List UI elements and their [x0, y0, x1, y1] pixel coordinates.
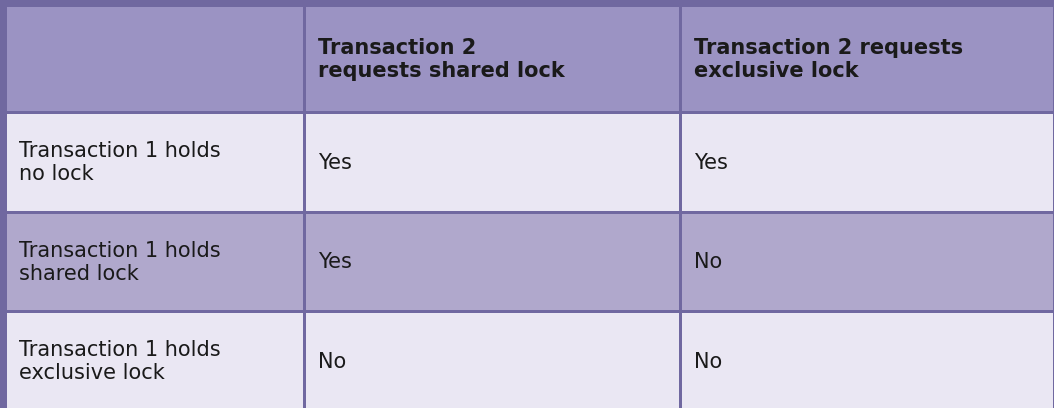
Bar: [7, 114, 304, 211]
Bar: [682, 114, 1053, 211]
Text: Transaction 2 requests
exclusive lock: Transaction 2 requests exclusive lock: [694, 38, 963, 81]
Bar: [7, 7, 304, 111]
Text: Yes: Yes: [318, 252, 352, 272]
Bar: [682, 214, 1053, 310]
Bar: [307, 114, 679, 211]
Bar: [7, 313, 304, 408]
Text: No: No: [694, 352, 722, 372]
Bar: [307, 7, 679, 111]
Text: Yes: Yes: [318, 153, 352, 173]
Text: Yes: Yes: [694, 153, 727, 173]
Text: No: No: [694, 252, 722, 272]
Bar: [307, 313, 679, 408]
Bar: [682, 313, 1053, 408]
Text: Transaction 1 holds
shared lock: Transaction 1 holds shared lock: [19, 241, 220, 284]
Bar: [7, 214, 304, 310]
Text: Transaction 2
requests shared lock: Transaction 2 requests shared lock: [318, 38, 565, 81]
Bar: [682, 7, 1053, 111]
Text: Transaction 1 holds
exclusive lock: Transaction 1 holds exclusive lock: [19, 340, 220, 384]
Text: Transaction 1 holds
no lock: Transaction 1 holds no lock: [19, 141, 220, 184]
Bar: [307, 214, 679, 310]
Text: No: No: [318, 352, 347, 372]
